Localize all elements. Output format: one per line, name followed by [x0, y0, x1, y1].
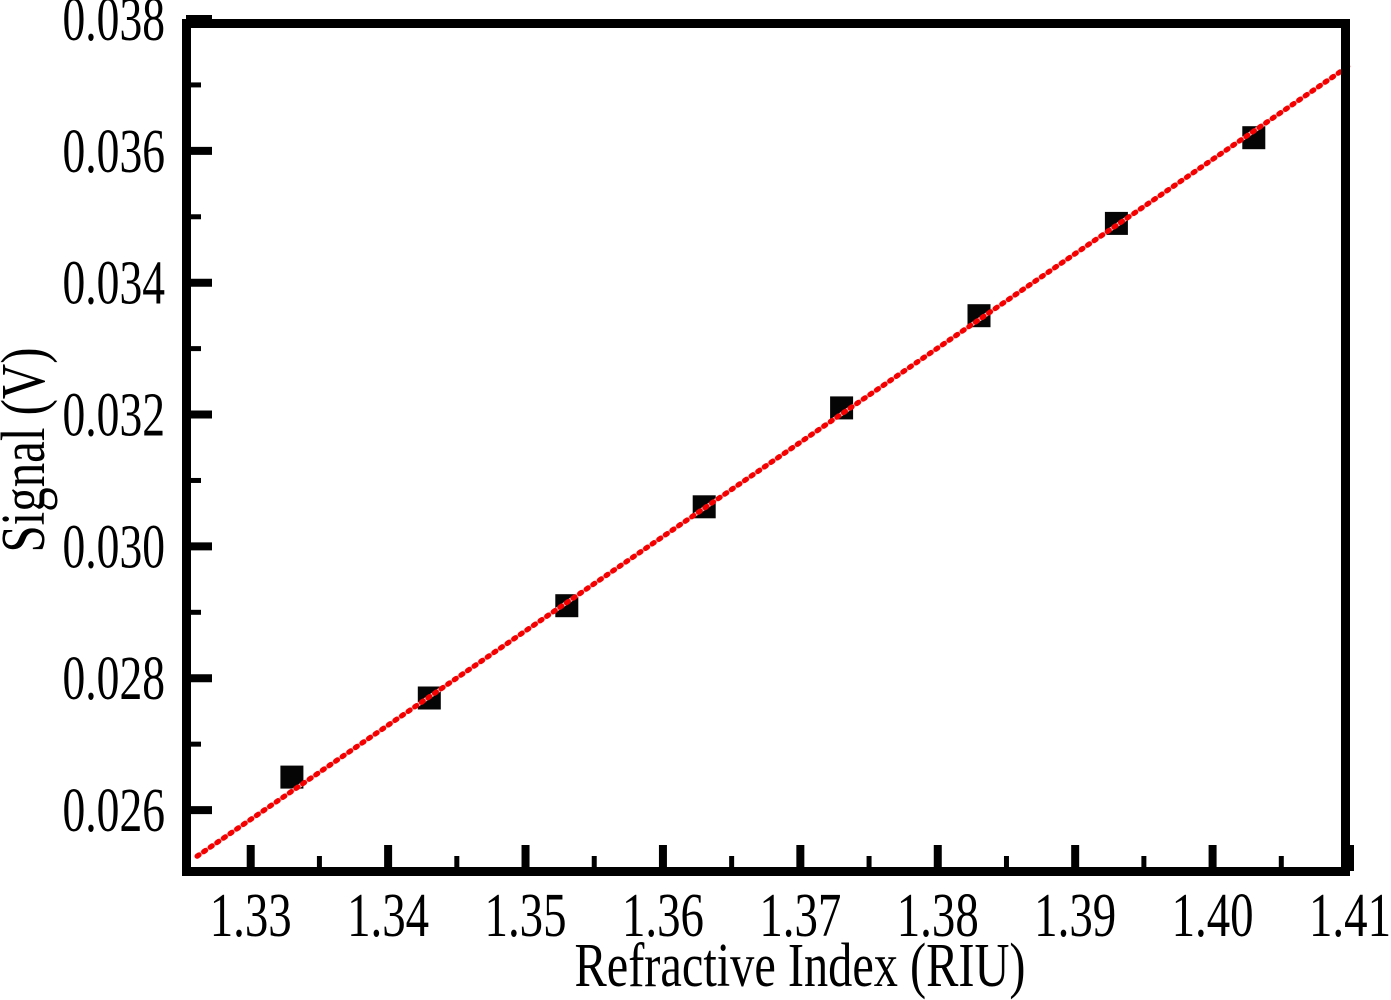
y-tick-label: 0.026: [63, 777, 166, 845]
plot-frame: [182, 19, 1350, 876]
x-tick-label: 1.36: [622, 882, 704, 950]
y-tick-label: 0.032: [63, 382, 166, 450]
data-point-marker: [830, 396, 854, 420]
y-tick-label: 0.036: [63, 118, 166, 186]
y-axis-title: Signal (V): [0, 348, 58, 553]
y-tick-label: 0.030: [63, 513, 166, 581]
y-tick-label: 0.028: [63, 645, 166, 713]
x-tick-label: 1.39: [1034, 882, 1116, 950]
y-tick-label: 0.034: [63, 250, 166, 318]
x-tick-label: 1.35: [485, 882, 567, 950]
x-tick-label: 1.37: [759, 882, 841, 950]
x-tick-label: 1.41: [1309, 882, 1391, 950]
x-tick-label: 1.33: [210, 882, 292, 950]
data-point-marker: [1242, 126, 1266, 150]
x-axis-title: Refractive Index (RIU): [575, 932, 1026, 1000]
data-point-marker: [280, 765, 304, 789]
x-tick-label: 1.38: [897, 882, 979, 950]
x-tick-label: 1.34: [347, 882, 429, 950]
y-tick-label: 0.038: [63, 0, 166, 54]
x-tick-label: 1.40: [1172, 882, 1254, 950]
fit-line: [194, 62, 1353, 859]
